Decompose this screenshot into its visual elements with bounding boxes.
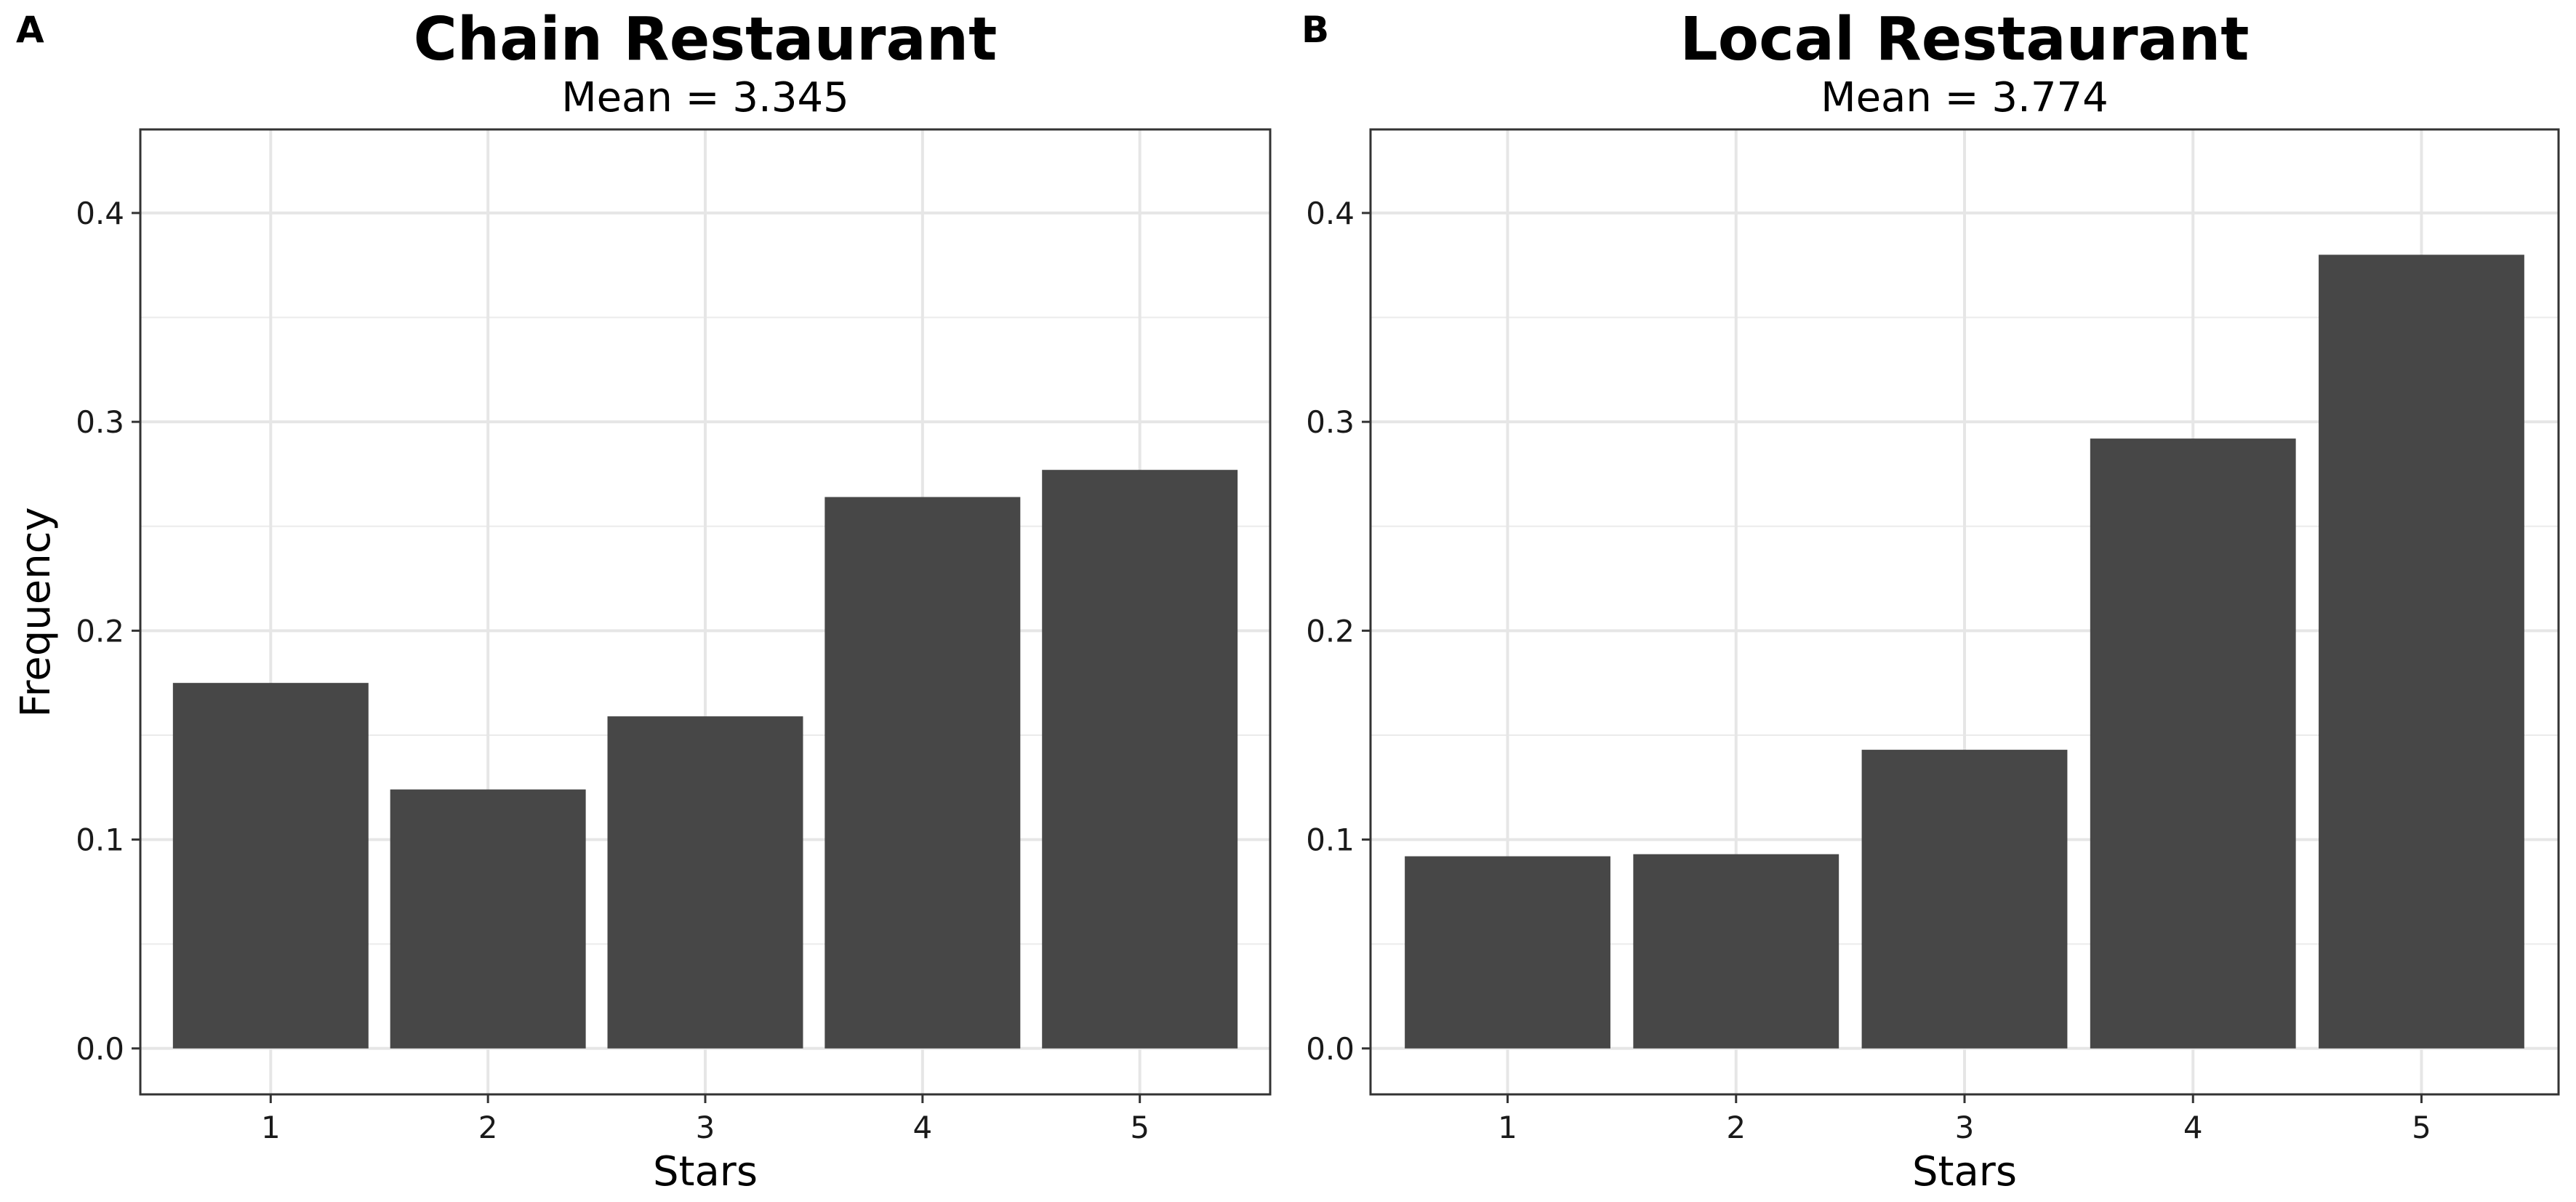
panel-a-x-tick-label: 1 xyxy=(261,1110,281,1145)
panel-a-subtitle: Mean = 3.345 xyxy=(561,74,848,121)
panel-a-x-tick-label: 3 xyxy=(696,1110,715,1145)
panel-b-bar-3 xyxy=(1861,750,2068,1049)
panel-a-plot: 0.0 0.1 0.2 0.3 0.4 1 2 3 4 5 xyxy=(76,128,1272,1145)
panel-b-bar-2 xyxy=(1633,854,1839,1049)
panel-a-bar-5 xyxy=(1042,470,1238,1049)
panel-b-y-tick-label: 0.1 xyxy=(1306,822,1355,858)
panel-b-y-tick-label: 0.4 xyxy=(1306,196,1355,231)
panel-a-bar-4 xyxy=(824,497,1021,1049)
panel-b-title: Local Restaurant xyxy=(1680,5,2249,74)
panel-b-y-tick-label: 0.0 xyxy=(1306,1031,1355,1067)
panel-b-bar-1 xyxy=(1405,856,1610,1049)
panel-a-x-tick-label: 5 xyxy=(1130,1110,1149,1145)
panel-a-y-tick-label: 0.0 xyxy=(76,1031,124,1067)
panel-b-plot: 0.0 0.1 0.2 0.3 0.4 1 2 3 4 5 xyxy=(1306,128,2560,1145)
panel-a-x-tick-label: 2 xyxy=(478,1110,498,1145)
panel-b-x-tick-label: 1 xyxy=(1498,1110,1517,1145)
panel-b: B Local Restaurant Mean = 3.774 Stars 0.… xyxy=(1301,5,2560,1195)
panel-a-bar-1 xyxy=(172,683,369,1049)
panel-a-x-tick-label: 4 xyxy=(912,1110,932,1145)
panel-a-tag: A xyxy=(16,9,44,51)
panel-a-y-tick-label: 0.1 xyxy=(76,822,124,858)
panel-b-subtitle: Mean = 3.774 xyxy=(1821,74,2108,121)
panel-a-x-axis-label: Stars xyxy=(653,1148,758,1195)
panel-b-bar-5 xyxy=(2319,255,2524,1049)
panel-b-tag: B xyxy=(1301,9,1329,51)
panel-a-y-tick-label: 0.3 xyxy=(76,404,124,440)
panel-b-y-tick-label: 0.2 xyxy=(1306,613,1355,649)
panel-b-x-tick-label: 2 xyxy=(1726,1110,1746,1145)
panel-a: A Chain Restaurant Mean = 3.345 Frequenc… xyxy=(12,5,1272,1195)
panel-b-x-tick-label: 4 xyxy=(2183,1110,2203,1145)
panel-a-y-tick-label: 0.2 xyxy=(76,613,124,649)
panel-a-title: Chain Restaurant xyxy=(414,5,998,74)
panel-a-y-axis-label: Frequency xyxy=(12,507,60,717)
panel-b-bar-4 xyxy=(2090,438,2296,1049)
panel-a-y-tick-label: 0.4 xyxy=(76,196,124,231)
panel-b-x-axis-label: Stars xyxy=(1912,1148,2017,1195)
panel-b-x-tick-label: 3 xyxy=(1955,1110,1975,1145)
panel-a-bar-3 xyxy=(607,716,803,1049)
panel-a-bar-2 xyxy=(390,789,586,1049)
panel-b-x-tick-label: 5 xyxy=(2412,1110,2431,1145)
panel-b-y-tick-label: 0.3 xyxy=(1306,404,1355,440)
